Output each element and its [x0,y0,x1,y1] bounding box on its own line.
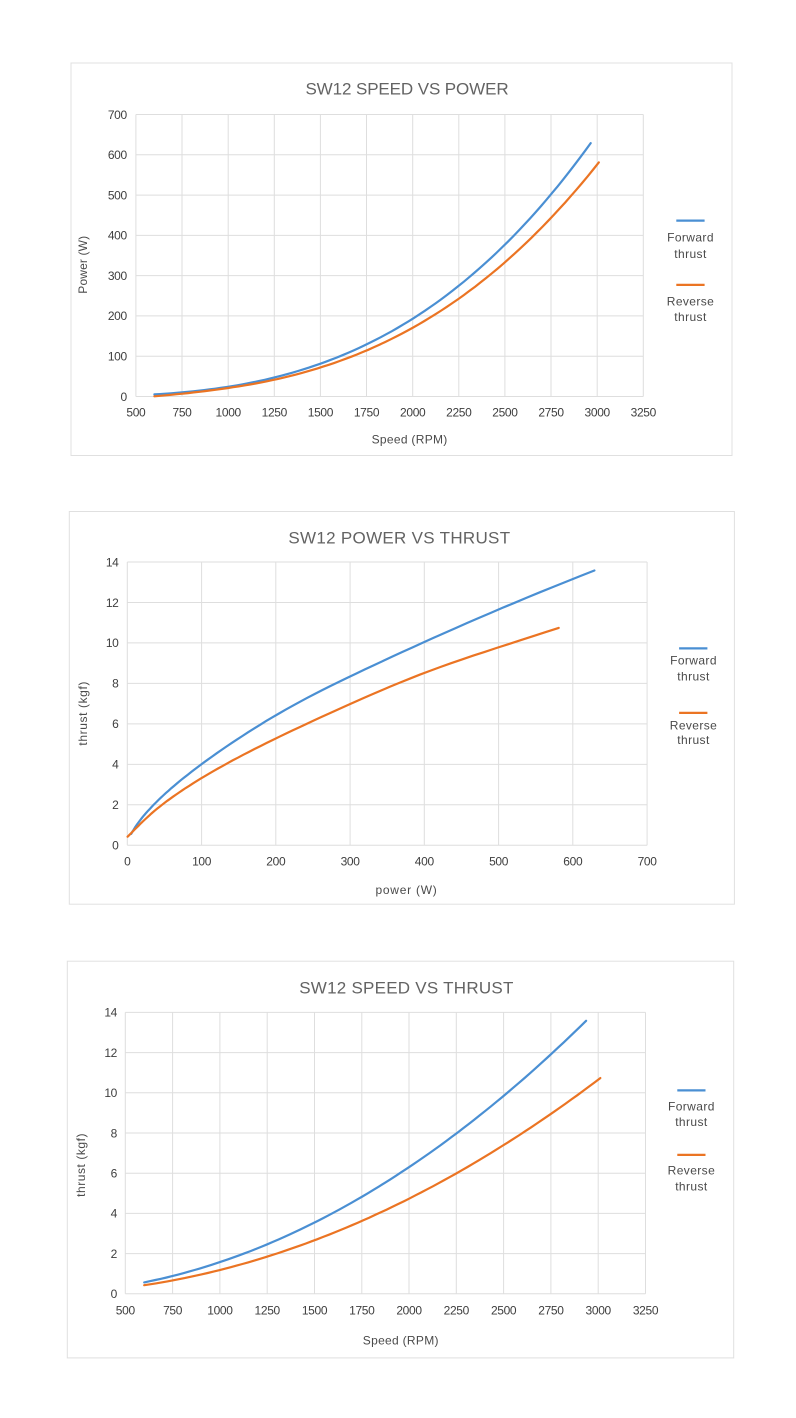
svg-text:thrust (kgf): thrust (kgf) [76,681,90,746]
svg-text:2: 2 [112,798,119,812]
svg-text:400: 400 [108,229,128,243]
svg-text:1250: 1250 [262,406,288,420]
svg-text:1500: 1500 [308,406,334,420]
svg-text:Speed (RPM): Speed (RPM) [372,432,448,446]
svg-text:thrust: thrust [674,310,707,324]
svg-text:thrust: thrust [675,1115,708,1129]
svg-text:Forward: Forward [670,653,717,667]
svg-text:300: 300 [341,854,361,868]
svg-text:14: 14 [104,1006,117,1020]
svg-text:2: 2 [111,1247,118,1261]
svg-text:750: 750 [163,1304,183,1318]
svg-text:12: 12 [106,596,119,610]
svg-text:500: 500 [116,1304,136,1318]
svg-text:500: 500 [126,406,146,420]
svg-text:2250: 2250 [444,1304,470,1318]
svg-text:1750: 1750 [349,1304,375,1318]
svg-text:3000: 3000 [586,1304,612,1318]
svg-text:750: 750 [173,406,193,420]
svg-text:1750: 1750 [354,406,380,420]
svg-text:700: 700 [638,854,658,868]
svg-text:300: 300 [108,269,128,283]
svg-text:3000: 3000 [585,406,611,420]
svg-text:1000: 1000 [216,406,242,420]
svg-text:600: 600 [563,854,583,868]
svg-text:2500: 2500 [492,406,518,420]
svg-text:0: 0 [124,854,131,868]
svg-text:2750: 2750 [538,1304,564,1318]
svg-text:4: 4 [111,1207,118,1221]
svg-text:2250: 2250 [446,406,472,420]
svg-text:SW12 SPEED VS THRUST: SW12 SPEED VS THRUST [299,979,513,998]
svg-text:SW12 SPEED VS POWER: SW12 SPEED VS POWER [305,80,508,99]
svg-text:100: 100 [192,854,212,868]
svg-text:power (W): power (W) [375,883,437,897]
svg-text:200: 200 [266,854,286,868]
svg-text:1250: 1250 [255,1304,281,1318]
svg-text:12: 12 [104,1046,117,1060]
svg-text:Forward: Forward [667,230,714,244]
svg-text:thrust (kgf): thrust (kgf) [74,1133,88,1197]
svg-text:8: 8 [111,1126,118,1140]
svg-text:4: 4 [112,758,119,772]
svg-text:100: 100 [108,350,128,364]
svg-text:1500: 1500 [302,1304,328,1318]
svg-text:2750: 2750 [538,406,564,420]
svg-text:0: 0 [112,839,119,853]
svg-text:3250: 3250 [633,1304,659,1318]
svg-text:thrust: thrust [674,247,707,261]
svg-text:10: 10 [104,1086,117,1100]
svg-text:thrust: thrust [677,670,710,684]
svg-text:200: 200 [108,309,128,323]
svg-text:2000: 2000 [400,406,426,420]
svg-text:10: 10 [106,636,119,650]
svg-text:0: 0 [111,1287,118,1301]
svg-text:Power (W): Power (W) [76,236,90,294]
svg-text:thrust: thrust [675,1180,708,1194]
svg-text:Reverse: Reverse [668,1164,715,1178]
svg-text:500: 500 [489,854,509,868]
svg-text:SW12 POWER VS THRUST: SW12 POWER VS THRUST [288,529,510,548]
svg-text:Speed (RPM): Speed (RPM) [363,1334,439,1348]
svg-text:700: 700 [108,108,128,122]
svg-text:400: 400 [415,854,435,868]
svg-text:2500: 2500 [491,1304,517,1318]
svg-text:500: 500 [108,188,128,202]
svg-text:1000: 1000 [207,1304,233,1318]
svg-text:Reverse: Reverse [670,719,717,733]
svg-text:3250: 3250 [631,406,657,420]
svg-text:8: 8 [112,677,119,691]
svg-text:6: 6 [111,1167,118,1181]
svg-text:6: 6 [112,717,119,731]
svg-text:0: 0 [120,390,127,404]
svg-text:2000: 2000 [396,1304,422,1318]
svg-text:Forward: Forward [668,1099,715,1113]
svg-text:600: 600 [108,148,128,162]
svg-text:Reverse: Reverse [667,294,714,308]
svg-text:thrust: thrust [677,733,710,747]
svg-text:14: 14 [106,555,119,569]
